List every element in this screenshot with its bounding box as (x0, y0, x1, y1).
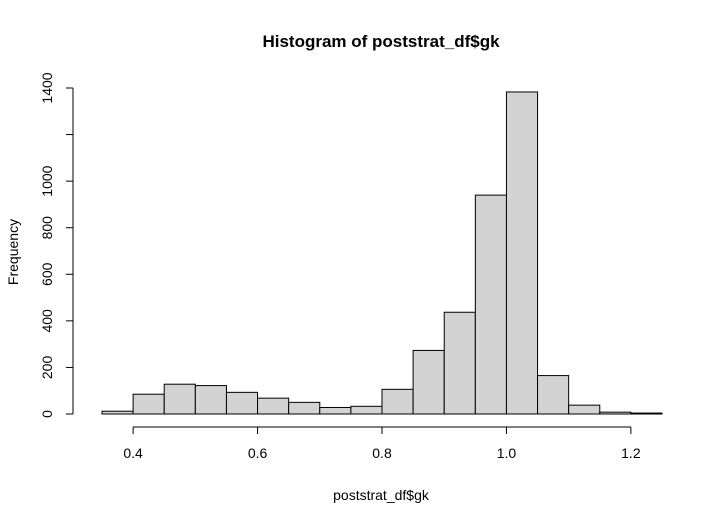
histogram-bar (568, 404, 601, 415)
y-axis: 0 200 400 600 800 1000 1400 (39, 72, 74, 418)
chart-title: Histogram of poststrat_df$gk (262, 32, 500, 51)
histogram-bar (412, 349, 445, 415)
bars-group (101, 91, 663, 415)
y-tick-label: 600 (39, 262, 55, 286)
y-tick-label: 0 (39, 410, 55, 418)
x-tick-label: 0.8 (372, 445, 392, 461)
histogram-bar (443, 311, 476, 415)
x-tick-label: 0.4 (123, 445, 143, 461)
histogram-bar (257, 397, 290, 415)
y-axis-label: Frequency (5, 219, 21, 285)
y-tick-label: 200 (39, 356, 55, 380)
histogram-bar (194, 385, 227, 415)
x-tick-label: 1.0 (497, 445, 517, 461)
x-axis-label: poststrat_df$gk (333, 487, 430, 503)
histogram-bar (599, 411, 632, 415)
histogram-bar (132, 393, 165, 415)
x-tick-label: 0.6 (248, 445, 268, 461)
histogram-bar (225, 391, 259, 415)
y-tick-label: 1000 (39, 165, 55, 196)
histogram-bar (163, 383, 196, 415)
histogram-bar (288, 401, 321, 415)
histogram-bar (630, 412, 663, 415)
histogram-bar (381, 388, 414, 415)
histogram-bar (350, 405, 383, 415)
histogram-bar (474, 194, 507, 415)
histogram-bar (537, 375, 570, 415)
y-tick-label: 800 (39, 216, 55, 240)
y-tick-label: 400 (39, 309, 55, 333)
histogram-bar (101, 410, 134, 415)
x-axis: 0.4 0.6 0.8 1.0 1.2 (123, 426, 641, 461)
x-tick-label: 1.2 (621, 445, 641, 461)
y-tick-label: 1400 (39, 72, 55, 103)
histogram-bar (319, 406, 352, 415)
histogram-bar (505, 91, 539, 415)
